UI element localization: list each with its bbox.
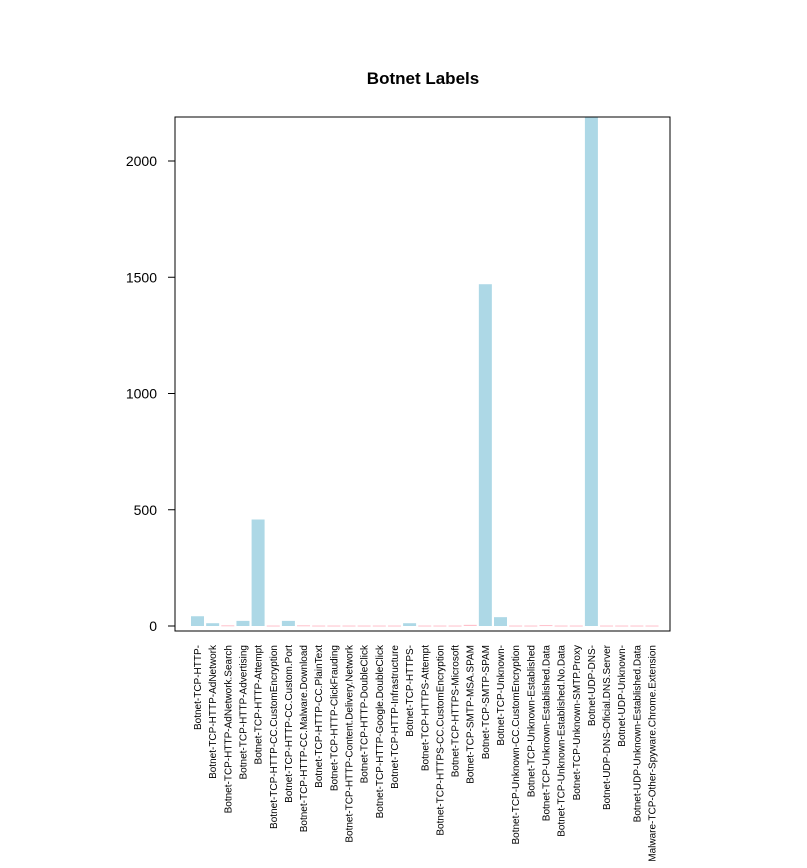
- bar: [615, 625, 629, 627]
- x-tick-label: Botnet-TCP-HTTPS-CC.CustomEncryption: [435, 645, 446, 836]
- y-tick-label: 0: [149, 618, 157, 634]
- x-tick-label: Botnet-TCP-Unknown-Established.No.Data: [557, 645, 568, 837]
- x-tick-label: Botnet-TCP-HTTP-CC.PlainText: [314, 645, 325, 788]
- x-tick-label: Botnet-TCP-Unknown-SMTP.Proxy: [572, 645, 583, 800]
- x-tick-label: Botnet-TCP-HTTP-AdNetwork.Search: [223, 645, 234, 813]
- x-tick-label: Botnet-TCP-HTTP-Attempt: [254, 645, 265, 765]
- y-tick-label: 500: [134, 502, 158, 518]
- bar: [191, 616, 204, 626]
- bar: [342, 625, 356, 627]
- bar: [251, 519, 265, 626]
- x-tick-label: Malware-TCP-Other-Spyware.Chrome.Extensi…: [648, 645, 659, 862]
- x-tick-label: Botnet-TCP-HTTP-AdNetwork: [208, 644, 219, 779]
- plot-frame: [174, 116, 671, 632]
- bar: [221, 625, 235, 627]
- y-axis: 0 500 1000 1500 2000: [126, 153, 175, 634]
- bar: [524, 625, 538, 627]
- chart-title: Botnet Labels: [367, 69, 479, 88]
- bar: [387, 625, 401, 627]
- x-tick-label: Botnet-TCP-Unknown-: [496, 645, 507, 746]
- x-tick-label: Botnet-UDP-Unknown-Established.Data: [632, 645, 643, 823]
- x-tick-label: Botnet-TCP-HTTPS-Attempt: [420, 645, 431, 771]
- x-tick-label: Botnet-TCP-HTTP-CC.Custom.Port: [284, 645, 295, 803]
- x-tick-label: Botnet-TCP-HTTP-DoubleClick: [360, 644, 371, 783]
- bar: [554, 625, 568, 627]
- bar: [494, 617, 507, 626]
- bar: [418, 625, 432, 627]
- x-tick-label: Botnet-UDP-DNS-: [587, 645, 598, 726]
- x-tick-label: Botnet-TCP-HTTPS-Microsoft: [451, 645, 462, 777]
- y-tick-label: 1000: [126, 386, 157, 402]
- x-tick-label: Botnet-TCP-HTTP-Google.DoubleClick: [375, 644, 386, 818]
- bar: [372, 625, 386, 627]
- bar: [266, 625, 280, 627]
- x-axis-labels: Botnet-TCP-HTTP- Botnet-TCP-HTTP-AdNetwor…: [193, 644, 659, 862]
- bar: [236, 620, 250, 626]
- bar: [630, 625, 644, 627]
- x-tick-label: Botnet-TCP-SMTP-MSA.SPAM: [466, 645, 477, 784]
- x-tick-label: Botnet-TCP-HTTP-Infrastructure: [390, 645, 401, 789]
- x-tick-label: Botnet-TCP-HTTPS-: [405, 645, 416, 737]
- x-tick-label: Botnet-TCP-Unknown-Established: [526, 645, 537, 797]
- bar: [327, 625, 341, 627]
- x-tick-label: Botnet-TCP-HTTP-: [193, 645, 204, 730]
- y-tick-label: 2000: [126, 153, 157, 169]
- bar: [478, 284, 492, 626]
- x-tick-label: Botnet-TCP-Unknown-Established.Data: [541, 645, 552, 822]
- bar: [206, 623, 220, 626]
- bar: [569, 625, 583, 627]
- bar: [297, 625, 311, 627]
- x-tick-label: Botnet-UDP-DNS-Oficial.DNS.Server: [602, 644, 613, 810]
- bar: [509, 625, 523, 627]
- bar: [463, 624, 477, 626]
- bar: [433, 625, 447, 627]
- x-tick-label: Botnet-TCP-HTTP-Advertising: [238, 645, 249, 779]
- bar: [584, 117, 598, 626]
- bar: [357, 625, 371, 627]
- y-tick-label: 1500: [126, 269, 157, 285]
- x-tick-label: Botnet-TCP-Unknown-CC.CustomEncryption: [511, 645, 522, 845]
- bar: [448, 625, 462, 627]
- x-tick-label: Botnet-TCP-HTTP-CC.CustomEncryption: [269, 645, 280, 829]
- bar-series: [191, 117, 659, 627]
- bar: [539, 625, 553, 627]
- x-tick-label: Botnet-TCP-HTTP-ClickFrauding: [329, 645, 340, 791]
- x-tick-label: Botnet-UDP-Unknown-: [617, 645, 628, 747]
- bar: [403, 623, 417, 626]
- bar: [312, 625, 326, 627]
- bar: [645, 625, 659, 627]
- bar: [281, 620, 295, 626]
- bar: [600, 625, 614, 627]
- x-tick-label: Botnet-TCP-SMTP-SPAM: [481, 645, 492, 759]
- x-tick-label: Botnet-TCP-HTTP-Content.Delivery.Network: [345, 644, 356, 843]
- x-tick-label: Botnet-TCP-HTTP-CC.Malware.Download: [299, 645, 310, 832]
